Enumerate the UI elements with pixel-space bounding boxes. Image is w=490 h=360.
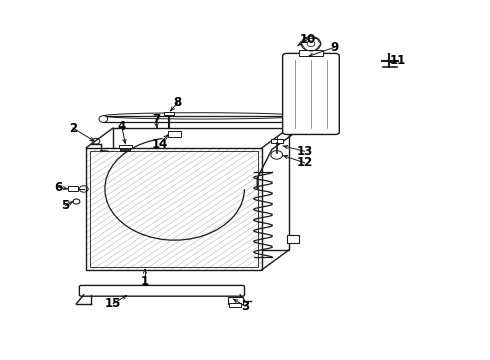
FancyBboxPatch shape [283,53,339,134]
Bar [68,186,78,191]
Text: 10: 10 [299,33,316,46]
Bar [119,145,132,148]
Text: 13: 13 [296,145,313,158]
Bar [113,128,289,250]
Text: 8: 8 [173,96,182,109]
Text: 2: 2 [69,122,77,135]
Circle shape [301,37,321,51]
Ellipse shape [99,116,108,122]
Text: 5: 5 [61,199,69,212]
Bar [229,303,241,307]
Text: 7: 7 [152,113,160,126]
Text: 12: 12 [296,156,313,169]
Bar [86,148,262,270]
Bar [287,235,299,243]
Bar [168,131,180,137]
Text: 4: 4 [118,121,126,134]
Bar [121,146,130,151]
Text: 11: 11 [390,54,406,67]
Text: 9: 9 [330,41,339,54]
Text: 1: 1 [141,275,149,288]
Text: 15: 15 [105,297,121,310]
Bar [164,112,174,116]
Bar [90,150,258,267]
Bar [299,50,323,56]
Text: 6: 6 [54,181,63,194]
Bar [271,139,283,143]
Bar [228,297,243,304]
FancyBboxPatch shape [79,285,245,296]
Text: 3: 3 [241,300,249,313]
Ellipse shape [103,113,299,119]
Bar [86,148,262,270]
Bar [103,116,299,122]
Text: 14: 14 [151,138,168,150]
